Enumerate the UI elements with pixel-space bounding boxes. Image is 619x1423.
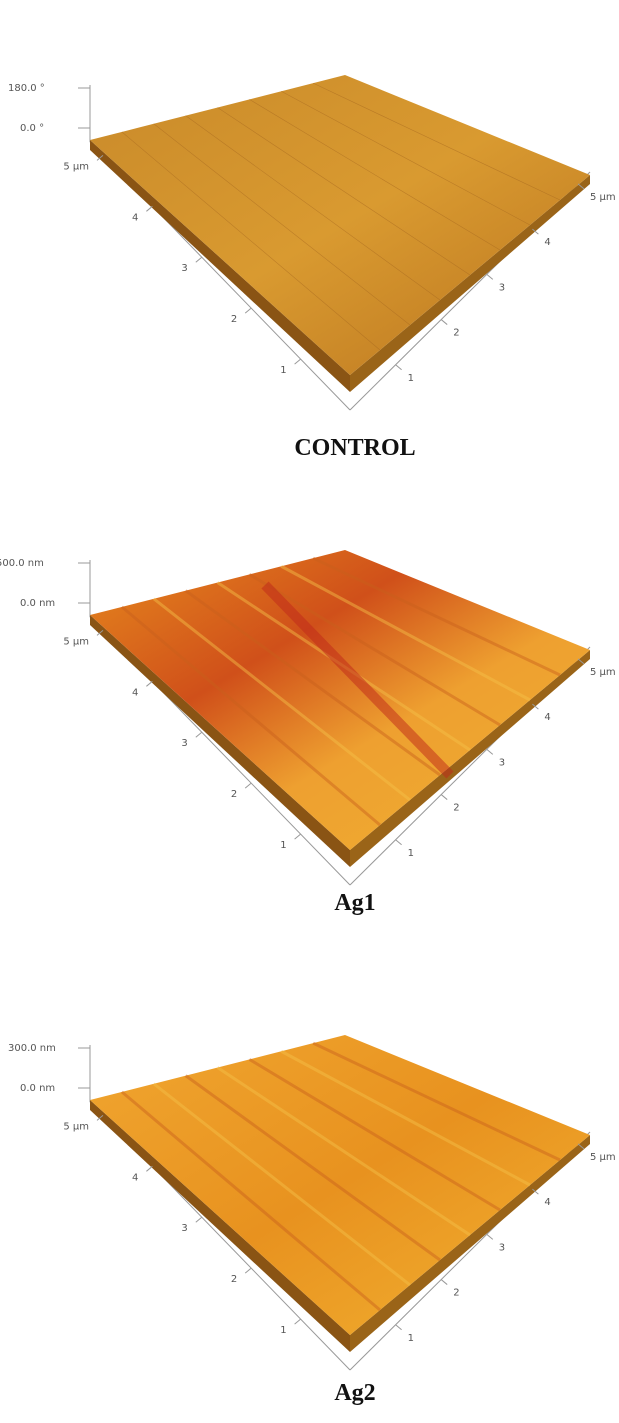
- x-tick: [146, 681, 152, 686]
- y-tick: [441, 1280, 447, 1285]
- caption: CONTROL: [294, 435, 415, 461]
- y-tick: [441, 795, 447, 800]
- x-tick-label: 5 µm: [63, 1121, 89, 1132]
- y-tick: [396, 365, 402, 370]
- surface: [90, 550, 590, 850]
- y-tick: [396, 840, 402, 845]
- x-tick-label: 1: [280, 365, 286, 376]
- y-tick: [487, 749, 493, 754]
- x-tick-label: 5 µm: [63, 636, 89, 647]
- y-tick-label: 2: [453, 328, 459, 339]
- y-tick-label: 4: [544, 712, 550, 723]
- z-label: 300.0 nm: [8, 1043, 56, 1054]
- y-tick: [487, 274, 493, 279]
- x-tick: [196, 732, 202, 737]
- y-tick-label: 5 µm: [590, 192, 616, 203]
- x-tick-label: 4: [132, 212, 138, 223]
- x-tick-label: 2: [231, 314, 237, 325]
- y-tick: [487, 1234, 493, 1239]
- z-label: 0.0 nm: [20, 598, 55, 609]
- x-tick: [196, 257, 202, 262]
- z-label: 500.0 nm: [0, 558, 44, 569]
- x-tick-label: 1: [280, 1325, 286, 1336]
- x-tick: [146, 1166, 152, 1171]
- x-tick: [295, 359, 301, 364]
- y-tick-label: 3: [499, 1242, 505, 1253]
- afm-panel: 180.0 ° 0.0 ° 5 µm 4 3 2 1 5 µm 4 3 2 1: [8, 75, 616, 410]
- y-tick: [441, 320, 447, 325]
- x-tick-label: 3: [181, 1223, 187, 1234]
- x-tick-label: 1: [280, 840, 286, 851]
- y-tick-label: 3: [499, 282, 505, 293]
- x-tick-label: 2: [231, 1274, 237, 1285]
- z-label: 0.0 nm: [20, 1083, 55, 1094]
- y-tick-label: 4: [544, 1197, 550, 1208]
- y-tick-label: 2: [453, 1288, 459, 1299]
- y-tick: [396, 1325, 402, 1330]
- afm-panel: 500.0 nm 0.0 nm 5 µm 4 3 2 1 5 µm 4 3 2 1: [0, 550, 616, 885]
- caption: Ag2: [334, 1380, 375, 1406]
- y-tick-label: 5 µm: [590, 667, 616, 678]
- x-tick: [245, 783, 251, 788]
- x-tick-label: 3: [181, 263, 187, 274]
- surface: [90, 75, 590, 375]
- y-tick-label: 1: [408, 373, 414, 384]
- y-tick-label: 2: [453, 803, 459, 814]
- y-tick-label: 3: [499, 757, 505, 768]
- z-label: 0.0 °: [20, 123, 44, 134]
- x-tick: [295, 1319, 301, 1324]
- caption: Ag1: [334, 890, 375, 916]
- y-tick-label: 1: [408, 848, 414, 859]
- arrow-head: [422, 962, 442, 980]
- surface: [90, 1035, 590, 1335]
- x-tick-label: 5 µm: [63, 161, 89, 172]
- y-tick-label: 1: [408, 1333, 414, 1344]
- x-tick: [295, 834, 301, 839]
- y-tick-label: 4: [544, 237, 550, 248]
- x-tick: [146, 206, 152, 211]
- z-label: 180.0 °: [8, 83, 45, 94]
- x-tick-label: 2: [231, 789, 237, 800]
- figure: 180.0 ° 0.0 ° 5 µm 4 3 2 1 5 µm 4 3 2 1 CONTROL 500.0…: [0, 0, 619, 1423]
- x-tick-label: 4: [132, 1172, 138, 1183]
- x-tick-label: 4: [132, 687, 138, 698]
- x-tick-label: 3: [181, 738, 187, 749]
- x-tick: [245, 308, 251, 313]
- y-tick-label: 5 µm: [590, 1152, 616, 1163]
- x-tick: [196, 1217, 202, 1222]
- afm-panel: 300.0 nm 0.0 nm 5 µm 4 3 2 1 5 µm 4 3 2 1: [8, 971, 616, 1370]
- x-tick: [245, 1268, 251, 1273]
